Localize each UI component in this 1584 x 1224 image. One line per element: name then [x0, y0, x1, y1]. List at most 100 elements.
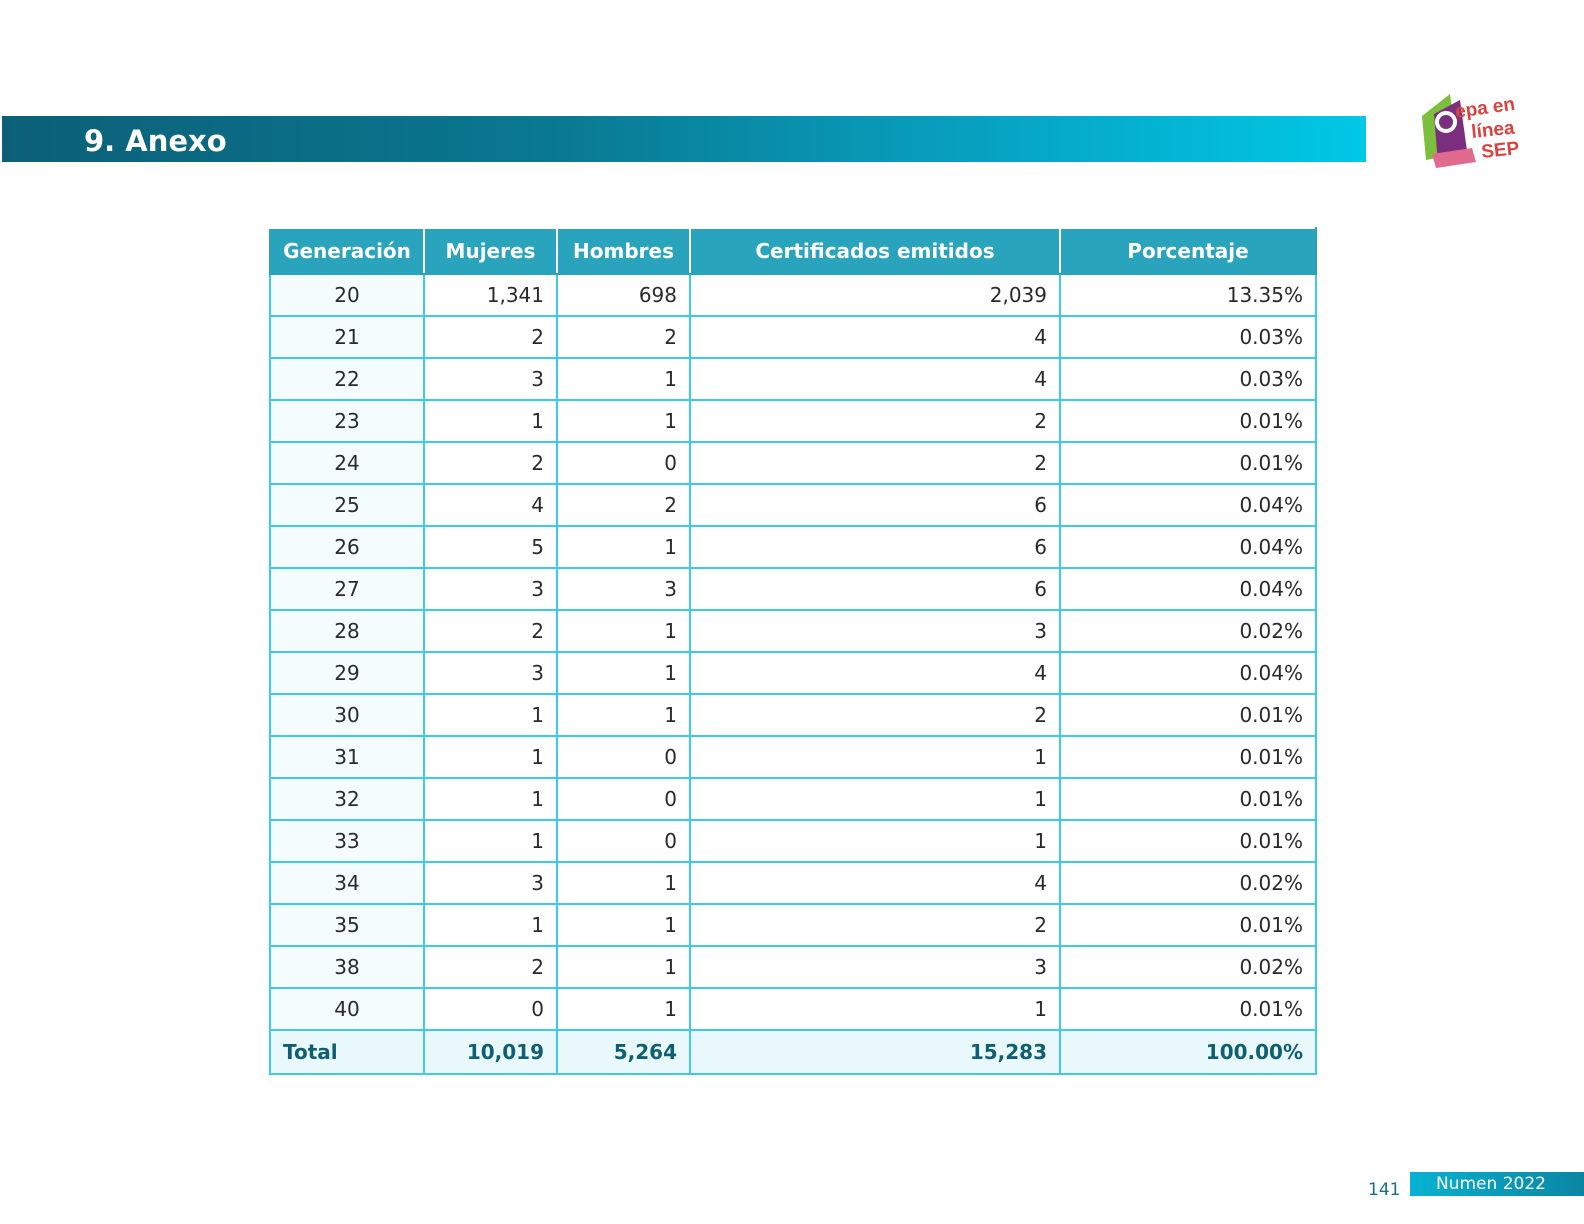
cell-generacion: 24	[269, 441, 425, 485]
logo-text-line2: línea	[1470, 118, 1516, 143]
cell-generacion: 35	[269, 903, 425, 947]
header-generacion: Generación	[269, 227, 425, 275]
cell-mujeres: 1	[423, 777, 558, 821]
cell-certificados: 1	[689, 735, 1061, 779]
logo-pink-shape	[1432, 148, 1476, 168]
table-row: 24 2 0 2 0.01%	[269, 441, 1317, 485]
table-row: 33 1 0 1 0.01%	[269, 819, 1317, 863]
section-title: 9. Anexo	[84, 124, 227, 158]
table-row: 34 3 1 4 0.02%	[269, 861, 1317, 905]
cell-mujeres: 2	[423, 609, 558, 653]
cell-certificados: 6	[689, 483, 1061, 527]
cell-hombres: 1	[556, 861, 691, 905]
cell-generacion: 32	[269, 777, 425, 821]
table-row: 29 3 1 4 0.04%	[269, 651, 1317, 695]
cell-porcentaje: 0.02%	[1059, 945, 1317, 989]
cell-certificados: 3	[689, 945, 1061, 989]
cell-mujeres: 1	[423, 735, 558, 779]
table-row: 21 2 2 4 0.03%	[269, 315, 1317, 359]
cell-certificados: 1	[689, 819, 1061, 863]
cell-hombres: 698	[556, 273, 691, 317]
cell-certificados: 4	[689, 861, 1061, 905]
cell-porcentaje: 0.01%	[1059, 819, 1317, 863]
cell-porcentaje: 0.03%	[1059, 357, 1317, 401]
cell-generacion: 28	[269, 609, 425, 653]
cell-generacion: 31	[269, 735, 425, 779]
cell-mujeres: 2	[423, 945, 558, 989]
cell-hombres: 1	[556, 651, 691, 695]
cell-porcentaje: 0.04%	[1059, 483, 1317, 527]
cell-certificados: 4	[689, 357, 1061, 401]
table-row: 35 1 1 2 0.01%	[269, 903, 1317, 947]
table-row: 25 4 2 6 0.04%	[269, 483, 1317, 527]
table-row: 30 1 1 2 0.01%	[269, 693, 1317, 737]
table-row: 26 5 1 6 0.04%	[269, 525, 1317, 569]
cell-porcentaje: 0.01%	[1059, 441, 1317, 485]
cell-porcentaje: 0.04%	[1059, 651, 1317, 695]
cell-generacion: 27	[269, 567, 425, 611]
table-body: 20 1,341 698 2,039 13.35% 21 2 2 4 0.03% 22 3 1 4 0.03…	[269, 273, 1317, 1031]
annex-table-wrapper: Generación Mujeres Hombres Certificados …	[269, 227, 1317, 1075]
cell-certificados: 1	[689, 777, 1061, 821]
cell-porcentaje: 0.04%	[1059, 525, 1317, 569]
cell-porcentaje: 0.02%	[1059, 609, 1317, 653]
header-porcentaje: Porcentaje	[1059, 227, 1317, 275]
section-header-bar	[2, 116, 1366, 162]
cell-hombres: 2	[556, 483, 691, 527]
table-header-row: Generación Mujeres Hombres Certificados …	[269, 227, 1317, 275]
logo-head-circle	[1435, 111, 1457, 133]
footer-bar	[1410, 1172, 1584, 1196]
cell-generacion: 30	[269, 693, 425, 737]
total-mujeres: 10,019	[423, 1029, 558, 1075]
cell-hombres: 3	[556, 567, 691, 611]
cell-certificados: 6	[689, 567, 1061, 611]
prepa-en-linea-logo: epa en línea SEP	[1422, 94, 1521, 168]
cell-mujeres: 3	[423, 567, 558, 611]
cell-porcentaje: 0.01%	[1059, 903, 1317, 947]
cell-certificados: 3	[689, 609, 1061, 653]
header-hombres: Hombres	[556, 227, 691, 275]
cell-hombres: 0	[556, 735, 691, 779]
table-row: 27 3 3 6 0.04%	[269, 567, 1317, 611]
total-hombres: 5,264	[556, 1029, 691, 1075]
cell-certificados: 6	[689, 525, 1061, 569]
cell-mujeres: 3	[423, 357, 558, 401]
cell-generacion: 38	[269, 945, 425, 989]
cell-porcentaje: 0.01%	[1059, 399, 1317, 443]
cell-mujeres: 3	[423, 861, 558, 905]
certificates-table: Generación Mujeres Hombres Certificados …	[269, 227, 1317, 1075]
cell-mujeres: 0	[423, 987, 558, 1031]
cell-certificados: 2	[689, 399, 1061, 443]
cell-generacion: 22	[269, 357, 425, 401]
total-certificados: 15,283	[689, 1029, 1061, 1075]
cell-porcentaje: 0.01%	[1059, 987, 1317, 1031]
total-porcentaje: 100.00%	[1059, 1029, 1317, 1075]
cell-hombres: 1	[556, 945, 691, 989]
cell-porcentaje: 0.01%	[1059, 693, 1317, 737]
cell-porcentaje: 13.35%	[1059, 273, 1317, 317]
cell-mujeres: 1	[423, 819, 558, 863]
header-certificados-emitidos: Certificados emitidos	[689, 227, 1061, 275]
cell-generacion: 23	[269, 399, 425, 443]
cell-generacion: 29	[269, 651, 425, 695]
publication-title: Numen 2022	[1436, 1174, 1546, 1194]
cell-generacion: 21	[269, 315, 425, 359]
cell-hombres: 1	[556, 399, 691, 443]
table-row: 28 2 1 3 0.02%	[269, 609, 1317, 653]
cell-mujeres: 1	[423, 399, 558, 443]
cell-mujeres: 5	[423, 525, 558, 569]
table-row: 31 1 0 1 0.01%	[269, 735, 1317, 779]
cell-porcentaje: 0.04%	[1059, 567, 1317, 611]
cell-certificados: 2	[689, 441, 1061, 485]
cell-mujeres: 2	[423, 315, 558, 359]
cell-porcentaje: 0.01%	[1059, 777, 1317, 821]
cell-mujeres: 1	[423, 693, 558, 737]
cell-certificados: 2	[689, 903, 1061, 947]
cell-porcentaje: 0.02%	[1059, 861, 1317, 905]
cell-generacion: 20	[269, 273, 425, 317]
cell-certificados: 2	[689, 693, 1061, 737]
header-mujeres: Mujeres	[423, 227, 558, 275]
cell-mujeres: 1,341	[423, 273, 558, 317]
cell-hombres: 1	[556, 609, 691, 653]
total-label: Total	[269, 1029, 425, 1075]
